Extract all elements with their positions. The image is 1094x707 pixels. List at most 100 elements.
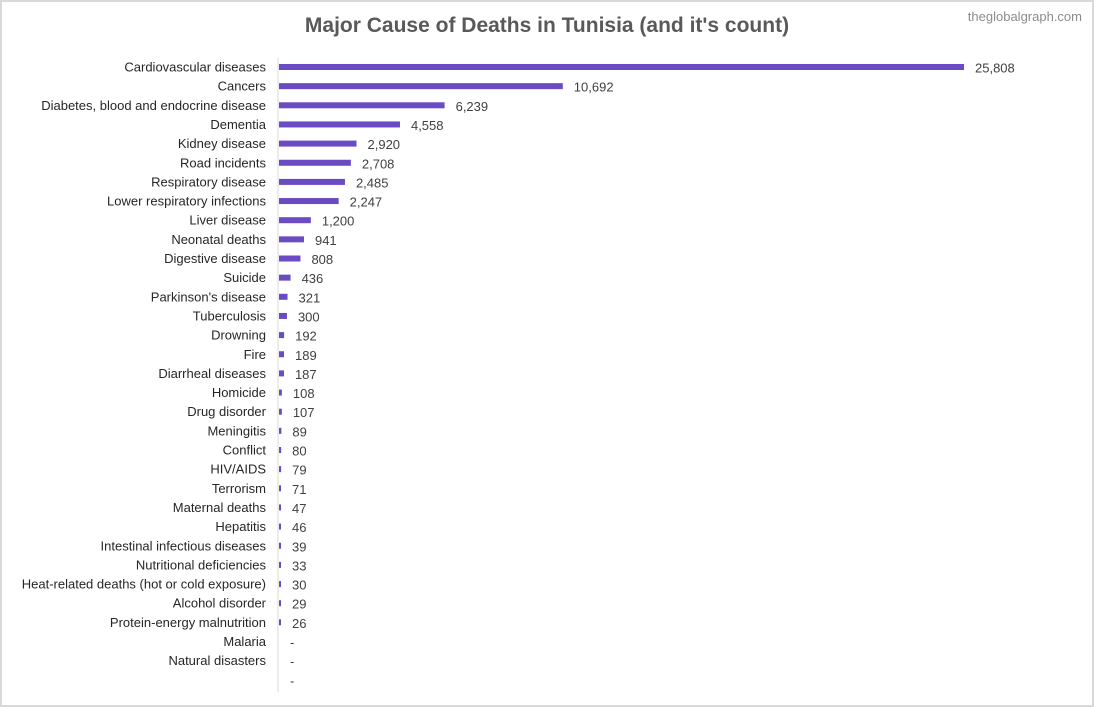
bar bbox=[279, 427, 282, 434]
category-label: Intestinal infectious diseases bbox=[101, 538, 267, 553]
category-label: Suicide bbox=[223, 270, 266, 285]
category-label: Kidney disease bbox=[178, 136, 266, 151]
value-label: 33 bbox=[292, 558, 306, 573]
bars-group: Cardiovascular diseases 25,808 Cancers 10,6… bbox=[22, 60, 1015, 689]
value-label: 39 bbox=[292, 539, 306, 554]
bar bbox=[279, 274, 291, 281]
value-label: 2,708 bbox=[362, 156, 395, 171]
bar bbox=[279, 466, 282, 473]
value-label: 808 bbox=[311, 252, 333, 267]
bar bbox=[279, 102, 445, 109]
bar bbox=[279, 312, 287, 319]
category-label: Neonatal deaths bbox=[171, 232, 266, 247]
category-label: Digestive disease bbox=[164, 251, 266, 266]
bar bbox=[279, 542, 281, 549]
category-label: Conflict bbox=[223, 443, 267, 458]
bar bbox=[279, 217, 311, 224]
bar bbox=[279, 389, 282, 396]
category-label: Lower respiratory infections bbox=[107, 194, 266, 209]
value-label: 108 bbox=[293, 386, 315, 401]
category-label: Cancers bbox=[218, 79, 267, 94]
category-label: Terrorism bbox=[212, 481, 266, 496]
category-label: Meningitis bbox=[207, 423, 266, 438]
category-label: Hepatitis bbox=[215, 519, 266, 534]
value-label: 29 bbox=[292, 597, 306, 612]
watermark: theglobalgraph.com bbox=[967, 9, 1082, 24]
category-label: Malaria bbox=[223, 634, 266, 649]
value-label: 79 bbox=[292, 463, 306, 478]
value-label: - bbox=[290, 635, 294, 650]
category-label: Heat-related deaths (hot or cold exposur… bbox=[22, 577, 266, 592]
value-label: 941 bbox=[315, 233, 337, 248]
value-label: 107 bbox=[293, 405, 315, 420]
category-label: Homicide bbox=[212, 385, 266, 400]
category-label: Protein-energy malnutrition bbox=[110, 615, 266, 630]
value-label: 71 bbox=[292, 482, 306, 497]
bar bbox=[279, 121, 400, 128]
category-label: Alcohol disorder bbox=[173, 596, 267, 611]
value-label: 2,920 bbox=[368, 137, 401, 152]
category-label: HIV/AIDS bbox=[210, 462, 266, 477]
value-label: 6,239 bbox=[456, 99, 489, 114]
category-label: Road incidents bbox=[180, 155, 266, 170]
value-label: 10,692 bbox=[574, 80, 614, 95]
bar bbox=[279, 523, 281, 530]
bar bbox=[279, 236, 304, 243]
value-label: 26 bbox=[292, 616, 306, 631]
category-label: Nutritional deficiencies bbox=[136, 557, 267, 572]
category-label: Liver disease bbox=[189, 213, 266, 228]
value-label: 436 bbox=[302, 271, 324, 286]
category-label: Drug disorder bbox=[187, 404, 266, 419]
bar bbox=[279, 447, 282, 453]
bar bbox=[279, 504, 281, 511]
value-label: 2,247 bbox=[350, 195, 383, 210]
value-label: 189 bbox=[295, 348, 317, 363]
value-label: 187 bbox=[295, 367, 317, 382]
value-label: 321 bbox=[299, 290, 321, 305]
value-label: 4,558 bbox=[411, 118, 444, 133]
bar bbox=[279, 561, 281, 568]
category-label: Drowning bbox=[211, 328, 266, 343]
value-label: 47 bbox=[292, 501, 306, 516]
value-label: 89 bbox=[292, 424, 306, 439]
value-label: 30 bbox=[292, 578, 306, 593]
bar bbox=[279, 140, 357, 147]
category-label: Maternal deaths bbox=[173, 500, 267, 515]
bar bbox=[279, 581, 281, 588]
bar bbox=[279, 64, 964, 70]
category-label: Parkinson's disease bbox=[151, 289, 266, 304]
value-label: 25,808 bbox=[975, 61, 1015, 76]
bar bbox=[279, 83, 563, 90]
bar bbox=[279, 178, 345, 185]
bar bbox=[279, 351, 285, 358]
category-label: Dementia bbox=[210, 117, 266, 132]
category-label: Fire bbox=[244, 347, 266, 362]
value-label: 80 bbox=[292, 444, 306, 459]
bar bbox=[279, 159, 351, 166]
bar bbox=[279, 293, 288, 300]
bar bbox=[279, 332, 285, 339]
chart-title: Major Cause of Deaths in Tunisia (and it… bbox=[304, 14, 790, 37]
value-label: 46 bbox=[292, 520, 306, 535]
value-label: 300 bbox=[298, 309, 320, 324]
bar bbox=[279, 619, 281, 626]
category-label: Diabetes, blood and endocrine disease bbox=[41, 98, 266, 113]
value-label: 1,200 bbox=[322, 214, 355, 229]
category-label: Tuberculosis bbox=[193, 308, 267, 323]
category-label: Respiratory disease bbox=[151, 174, 266, 189]
bar bbox=[279, 198, 339, 205]
bar bbox=[279, 408, 282, 415]
value-label: - bbox=[290, 654, 294, 669]
category-label: Diarrheal diseases bbox=[158, 366, 266, 381]
bar bbox=[279, 370, 284, 377]
value-label: - bbox=[290, 673, 294, 688]
category-label: Natural disasters bbox=[168, 653, 266, 668]
bar bbox=[279, 255, 301, 262]
value-label: 192 bbox=[295, 329, 317, 344]
bar bbox=[279, 485, 281, 492]
bar bbox=[279, 600, 281, 607]
category-label: Cardiovascular diseases bbox=[124, 60, 266, 75]
value-label: 2,485 bbox=[356, 175, 389, 190]
